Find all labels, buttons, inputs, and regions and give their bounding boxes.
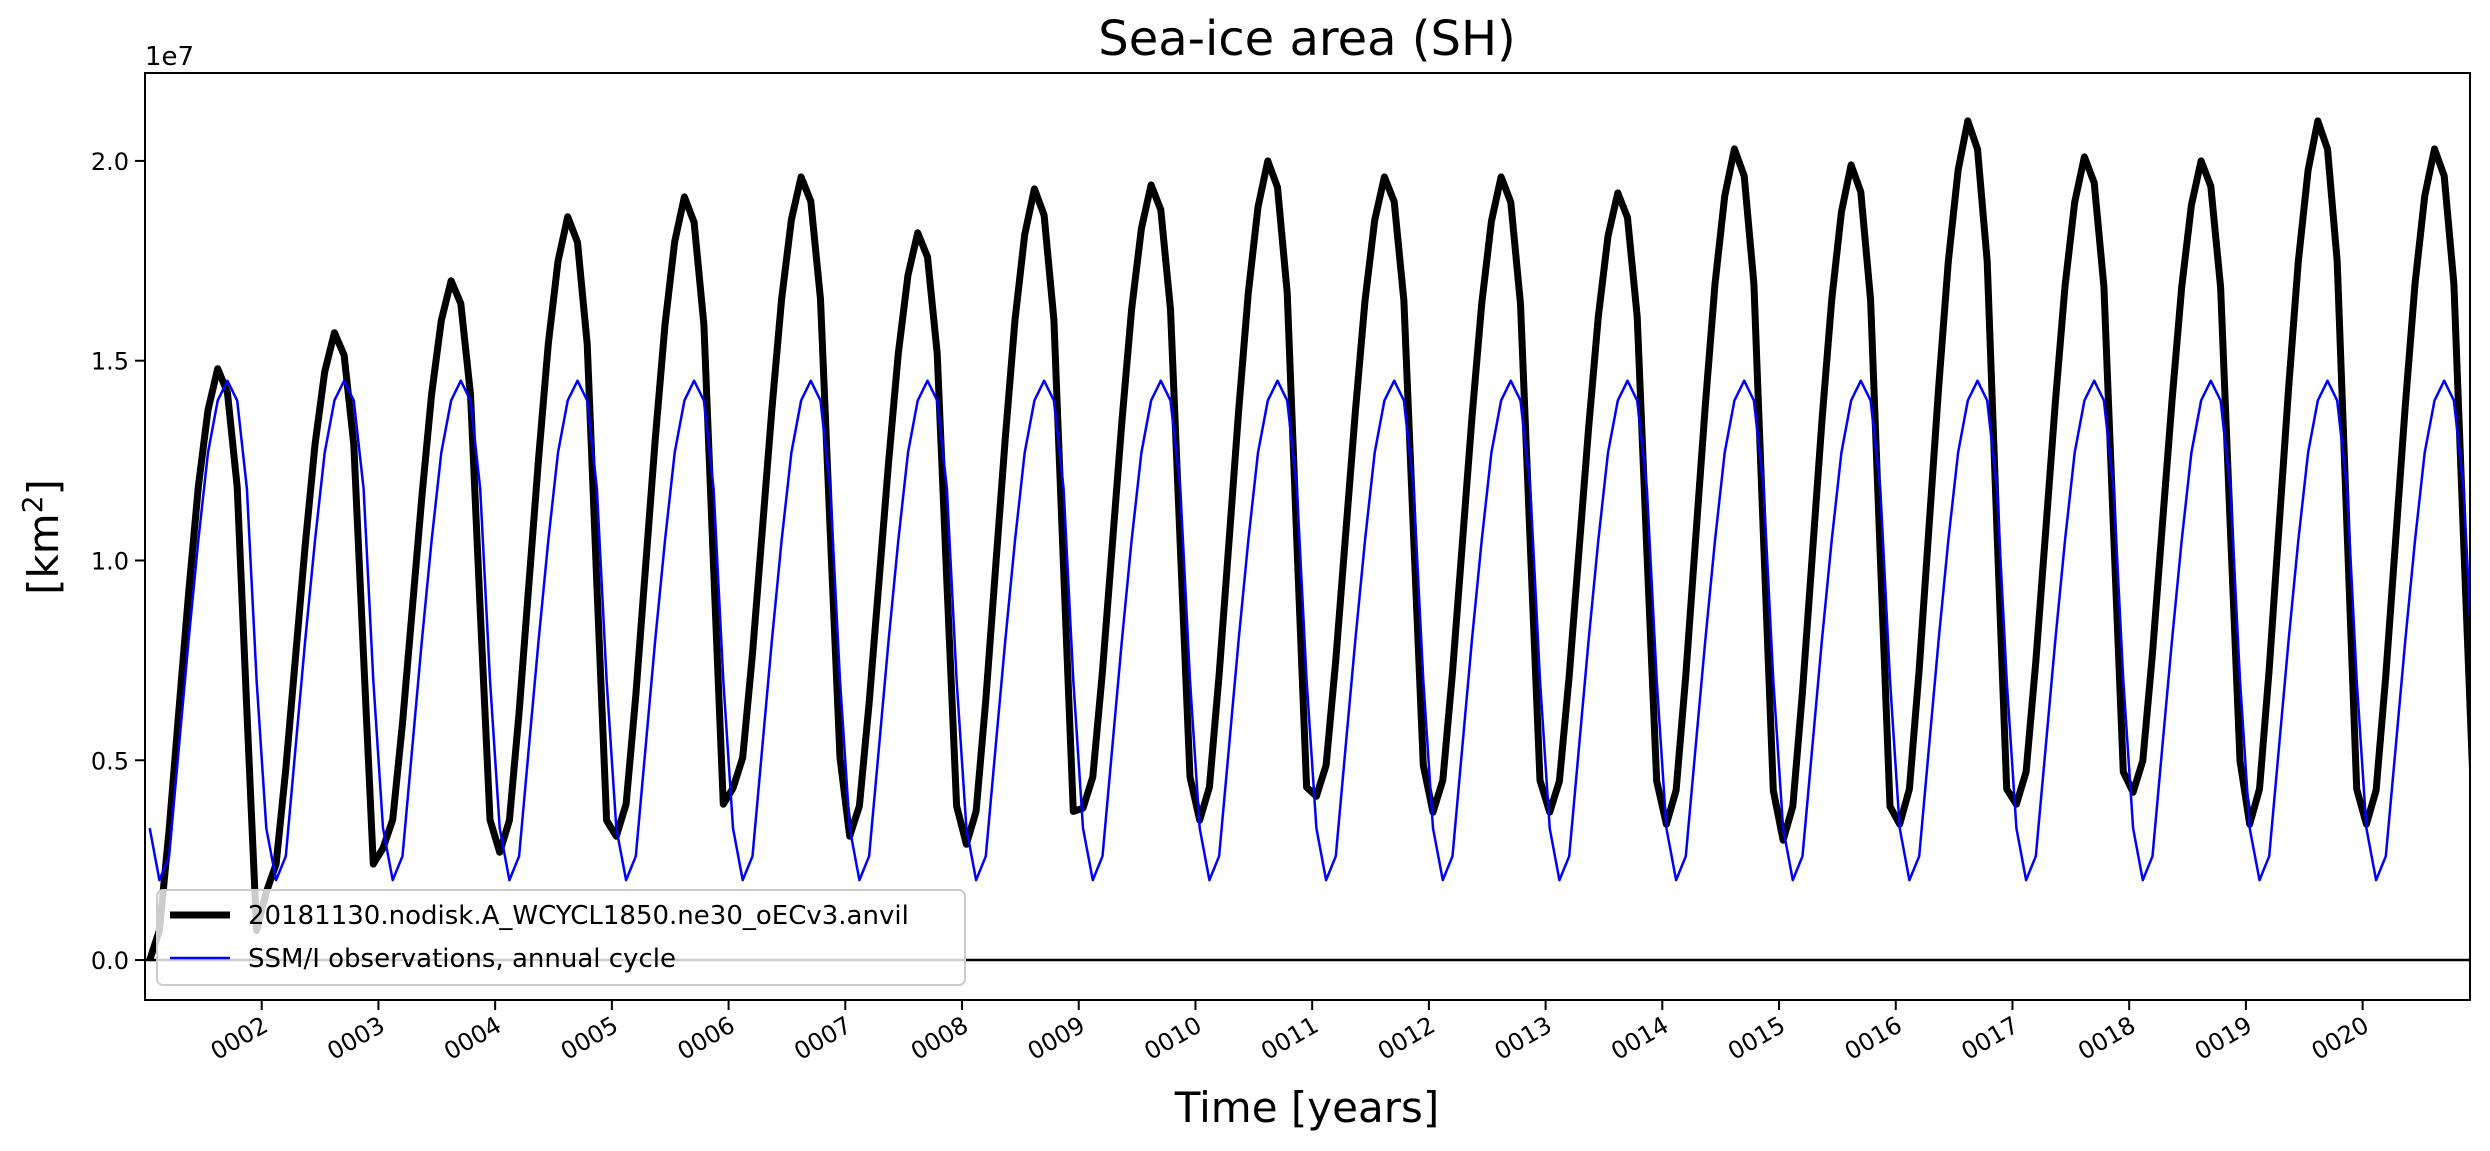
x-tick-label: 0007 bbox=[789, 1011, 856, 1066]
legend: 20181130.nodisk.A_WCYCL1850.ne30_oECv3.a… bbox=[156, 889, 966, 986]
legend-obs-label: SSM/I observations, annual cycle bbox=[248, 944, 676, 974]
model-series bbox=[146, 117, 2470, 962]
legend-box bbox=[156, 889, 966, 986]
x-tick-label: 0010 bbox=[1140, 1011, 1207, 1066]
x-tick-label: 0004 bbox=[439, 1011, 506, 1066]
model-line bbox=[146, 117, 2470, 962]
x-tick-label: 0015 bbox=[1723, 1011, 1790, 1066]
x-axis-title: Time [years] bbox=[1174, 1083, 1440, 1132]
y-tick-label: 1.0 bbox=[91, 547, 129, 575]
x-tick-label: 0008 bbox=[906, 1011, 973, 1066]
x-tick-label: 0009 bbox=[1023, 1011, 1090, 1066]
x-tick-label: 0020 bbox=[2307, 1011, 2374, 1066]
y-axis-title: [km2] bbox=[16, 479, 68, 595]
x-tick-label: 0005 bbox=[556, 1011, 623, 1066]
plot-frame bbox=[144, 72, 2471, 1001]
x-tick-label: 0002 bbox=[206, 1011, 273, 1066]
y-offset-label: 1e7 bbox=[145, 42, 194, 72]
legend-model-label: 20181130.nodisk.A_WCYCL1850.ne30_oECv3.a… bbox=[248, 901, 909, 931]
y-axis-title-sup: 2 bbox=[16, 495, 49, 513]
x-tick-label: 0019 bbox=[2190, 1011, 2257, 1066]
y-tick-label: 1.5 bbox=[91, 348, 129, 376]
chart-title: Sea-ice area (SH) bbox=[1098, 11, 1516, 67]
y-tick-label: 0.5 bbox=[91, 747, 129, 775]
y-axis: 0.0 0.5 1.0 1.5 2.0 bbox=[91, 148, 145, 975]
x-tick-label: 0012 bbox=[1373, 1011, 1440, 1066]
obs-series bbox=[148, 379, 2470, 882]
y-tick-label: 2.0 bbox=[91, 148, 129, 176]
y-axis-title-close: ] bbox=[19, 479, 68, 495]
x-tick-label: 0018 bbox=[2073, 1011, 2140, 1066]
x-tick-label: 0011 bbox=[1256, 1011, 1323, 1066]
x-tick-label: 0003 bbox=[323, 1011, 390, 1066]
plot-area bbox=[145, 117, 2470, 962]
y-tick-label: 0.0 bbox=[91, 947, 129, 975]
x-tick-label: 0014 bbox=[1606, 1011, 1673, 1066]
x-tick-label: 0013 bbox=[1490, 1011, 1557, 1066]
y-axis-title-main: [km bbox=[19, 513, 68, 595]
x-tick-label: 0006 bbox=[673, 1011, 740, 1066]
x-tick-label: 0017 bbox=[1957, 1011, 2024, 1066]
obs-line bbox=[148, 379, 2470, 882]
x-tick-label: 0016 bbox=[1840, 1011, 1907, 1066]
x-axis: 0002 0003 0004 0005 0006 0007 0008 0009 0010 0011… bbox=[206, 1000, 2374, 1066]
